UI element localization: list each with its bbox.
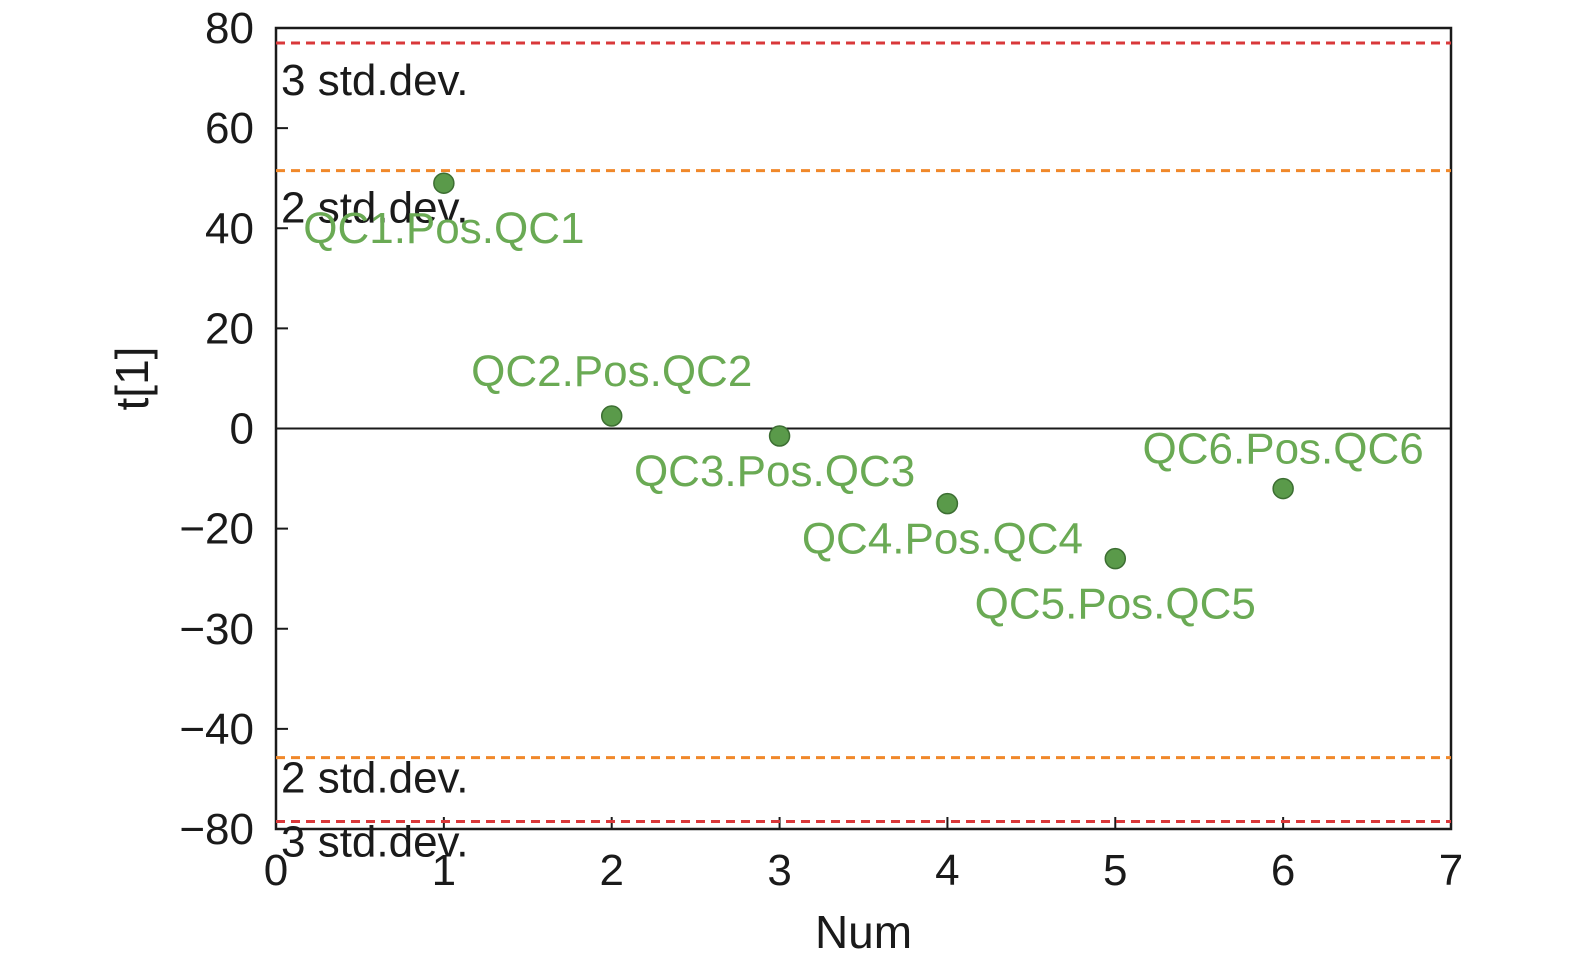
data-point-label: QC2.Pos.QC2	[471, 347, 752, 396]
data-point-label: QC3.Pos.QC3	[634, 447, 915, 496]
data-point	[1104, 547, 1127, 570]
data-point-label: QC6.Pos.QC6	[1143, 425, 1424, 474]
data-point	[600, 405, 623, 427]
x-tick-label: 0	[264, 846, 288, 895]
reference-lines: 3 std.dev. 2 std.dev. 2 std.dev. 3 std.dev.	[276, 41, 1451, 866]
reference-line-label: 3 std.dev.	[281, 56, 469, 105]
y-tick-label: −40	[179, 705, 254, 754]
x-tick-label: 6	[1271, 846, 1295, 895]
y-tick-label: 40	[205, 204, 254, 253]
reference-line-label: 2 std.dev.	[281, 184, 469, 233]
x-tick-label: 2	[599, 846, 623, 895]
data-point-label: QC5.Pos.QC5	[975, 580, 1256, 629]
x-tick-label: 4	[935, 846, 959, 895]
x-tick-label: 3	[767, 846, 791, 895]
y-tick-label: −30	[179, 605, 254, 654]
y-tick-label: −80	[179, 805, 254, 854]
data-point	[433, 172, 455, 194]
x-axis-ticks: 0 1 2 3 4 5 6 7	[264, 817, 1463, 895]
y-tick-label: 0	[230, 405, 254, 454]
x-tick-label: 5	[1103, 846, 1127, 895]
reference-line-label: 2 std.dev.	[281, 754, 469, 803]
data-point-label: QC4.Pos.QC4	[802, 515, 1083, 564]
y-axis-title: t[1]	[106, 347, 158, 411]
y-tick-label: 80	[205, 4, 254, 53]
x-tick-label: 1	[432, 846, 456, 895]
data-point	[768, 425, 791, 447]
y-tick-label: 60	[205, 104, 254, 153]
x-tick-label: 7	[1439, 846, 1463, 895]
reference-line-label: 3 std.dev.	[281, 817, 469, 866]
x-axis-title: Num	[815, 906, 912, 958]
data-point	[936, 492, 959, 515]
data-point-label: QC1.Pos.QC1	[303, 204, 584, 253]
y-tick-label: 20	[205, 304, 254, 353]
data-points: QC1.Pos.QC1 QC2.Pos.QC2 QC3.Pos.QC3 QC4.Pos…	[303, 172, 1424, 629]
y-axis-ticks: 80 60 40 20 0 −20 −30 −40 −80	[179, 4, 288, 854]
y-tick-label: −20	[179, 505, 254, 554]
data-point	[1272, 477, 1294, 500]
